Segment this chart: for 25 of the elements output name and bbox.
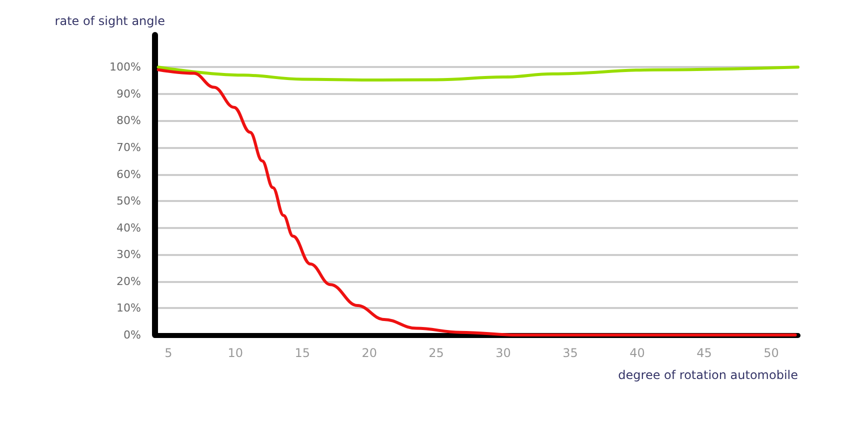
x-tick-label: 5 — [164, 346, 172, 360]
y-tick-label: 60% — [116, 168, 141, 181]
x-tick-label: 20 — [362, 346, 377, 360]
y-tick-label: 90% — [116, 87, 141, 100]
y-tick-label: 10% — [116, 302, 141, 315]
x-tick-label: 30 — [496, 346, 511, 360]
x-tick-label: 10 — [228, 346, 244, 360]
y-tick-label: 50% — [116, 194, 141, 208]
y-tick-label: 100% — [110, 60, 141, 74]
y-axis-title: rate of sight angle — [54, 14, 165, 28]
y-tick-label: 20% — [116, 274, 141, 288]
y-tick-label: 30% — [116, 248, 141, 262]
y-tick-label: 70% — [116, 141, 141, 154]
x-axis-title: degree of rotation automobile — [618, 368, 798, 382]
x-tick-label: 50 — [764, 346, 779, 360]
y-tick-label: 40% — [116, 221, 141, 234]
x-tick-label: 25 — [428, 346, 444, 360]
x-tick-label: 15 — [294, 346, 310, 360]
x-tick-label: 45 — [696, 346, 712, 360]
line-series — [156, 66, 800, 82]
y-tick-label: 80% — [116, 114, 141, 128]
x-tick-label: 35 — [562, 346, 578, 360]
line-series — [156, 68, 797, 336]
y-tick-label: 0% — [124, 328, 141, 342]
x-tick-label: 40 — [630, 346, 645, 360]
